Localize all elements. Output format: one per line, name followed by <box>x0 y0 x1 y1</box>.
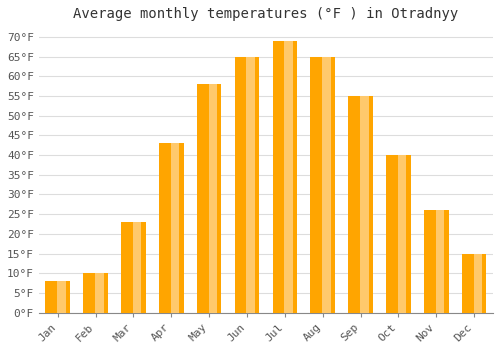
Bar <box>462 253 486 313</box>
Bar <box>386 155 410 313</box>
Bar <box>133 222 141 313</box>
Title: Average monthly temperatures (°F ) in Otradnyy: Average monthly temperatures (°F ) in Ot… <box>74 7 458 21</box>
Bar <box>159 143 184 313</box>
Bar <box>348 96 373 313</box>
Bar <box>360 96 368 313</box>
Bar <box>234 57 260 313</box>
Bar <box>424 210 448 313</box>
Bar <box>57 281 66 313</box>
Bar <box>246 57 255 313</box>
Bar <box>121 222 146 313</box>
Bar <box>46 281 70 313</box>
Bar <box>95 273 104 313</box>
Bar <box>398 155 406 313</box>
Bar <box>272 41 297 313</box>
Bar <box>322 57 330 313</box>
Bar <box>310 57 335 313</box>
Bar <box>284 41 293 313</box>
Bar <box>436 210 444 313</box>
Bar <box>197 84 222 313</box>
Bar <box>84 273 108 313</box>
Bar <box>170 143 179 313</box>
Bar <box>208 84 217 313</box>
Bar <box>474 253 482 313</box>
